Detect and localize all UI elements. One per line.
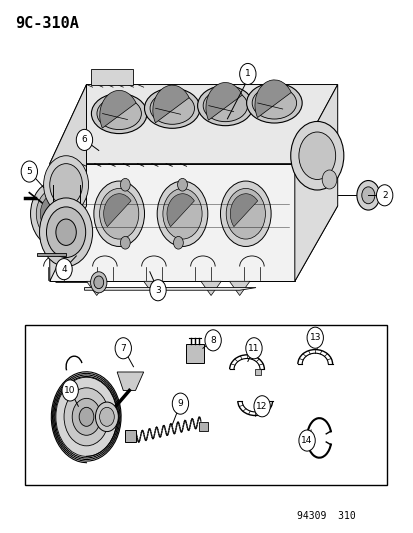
Circle shape: [50, 164, 82, 206]
Polygon shape: [50, 85, 337, 164]
Circle shape: [56, 219, 76, 245]
Polygon shape: [143, 281, 164, 295]
Polygon shape: [294, 85, 337, 281]
Text: 6: 6: [81, 135, 87, 144]
Circle shape: [56, 377, 117, 456]
Ellipse shape: [252, 87, 296, 119]
Circle shape: [94, 181, 144, 246]
Circle shape: [115, 338, 131, 359]
Circle shape: [375, 185, 392, 206]
Text: 2: 2: [381, 191, 387, 200]
Circle shape: [150, 280, 166, 301]
Circle shape: [100, 407, 114, 426]
Circle shape: [204, 330, 221, 351]
Polygon shape: [56, 214, 325, 282]
Wedge shape: [100, 91, 136, 128]
Polygon shape: [229, 281, 249, 295]
Circle shape: [245, 338, 261, 359]
Circle shape: [94, 276, 103, 289]
Text: 94309  310: 94309 310: [296, 511, 355, 521]
Circle shape: [290, 122, 343, 190]
Circle shape: [100, 189, 138, 239]
Circle shape: [298, 132, 335, 180]
Circle shape: [31, 181, 81, 246]
Bar: [125, 430, 135, 442]
Polygon shape: [84, 288, 255, 290]
Ellipse shape: [197, 86, 252, 126]
Circle shape: [162, 189, 202, 239]
Text: 4: 4: [61, 265, 66, 273]
Circle shape: [72, 398, 100, 435]
Bar: [198, 422, 207, 431]
Circle shape: [43, 156, 88, 214]
Circle shape: [172, 393, 188, 414]
Circle shape: [36, 189, 75, 239]
Text: 3: 3: [155, 286, 161, 295]
Text: 5: 5: [26, 167, 32, 176]
Circle shape: [40, 198, 93, 266]
Circle shape: [64, 388, 109, 446]
Text: 1: 1: [244, 69, 250, 78]
Ellipse shape: [150, 92, 194, 124]
Circle shape: [157, 181, 207, 246]
Circle shape: [90, 272, 107, 293]
Polygon shape: [117, 372, 143, 391]
Polygon shape: [38, 253, 66, 256]
Circle shape: [356, 181, 379, 210]
Wedge shape: [152, 85, 189, 123]
Circle shape: [95, 402, 118, 432]
Circle shape: [306, 327, 323, 348]
Circle shape: [361, 187, 374, 204]
Polygon shape: [90, 69, 133, 85]
Polygon shape: [50, 164, 294, 281]
Ellipse shape: [97, 98, 141, 130]
Circle shape: [79, 407, 94, 426]
Circle shape: [120, 237, 130, 249]
Wedge shape: [103, 193, 131, 227]
Circle shape: [239, 63, 255, 85]
Wedge shape: [230, 193, 257, 227]
Circle shape: [177, 179, 187, 191]
Polygon shape: [50, 85, 86, 281]
Wedge shape: [254, 80, 290, 118]
Circle shape: [56, 259, 72, 280]
Circle shape: [76, 130, 93, 150]
Text: 12: 12: [256, 402, 267, 411]
Wedge shape: [40, 193, 68, 227]
Ellipse shape: [91, 93, 147, 134]
Bar: [25, 325, 386, 486]
Text: 7: 7: [120, 344, 126, 353]
FancyBboxPatch shape: [185, 344, 203, 363]
Ellipse shape: [203, 90, 247, 122]
Wedge shape: [166, 193, 194, 227]
Bar: [254, 369, 260, 375]
Wedge shape: [205, 83, 242, 120]
Circle shape: [75, 237, 85, 249]
Text: 8: 8: [210, 336, 216, 345]
Ellipse shape: [144, 88, 199, 128]
Circle shape: [253, 395, 270, 417]
Polygon shape: [86, 281, 107, 295]
Circle shape: [225, 189, 265, 239]
Text: 13: 13: [309, 333, 320, 342]
Circle shape: [21, 161, 38, 182]
Circle shape: [220, 181, 271, 246]
Circle shape: [298, 430, 314, 451]
Text: 11: 11: [248, 344, 259, 353]
Text: 14: 14: [301, 436, 312, 445]
Polygon shape: [50, 206, 337, 281]
Circle shape: [62, 380, 78, 401]
Circle shape: [173, 237, 183, 249]
Circle shape: [46, 207, 85, 257]
Ellipse shape: [246, 83, 301, 123]
Polygon shape: [200, 281, 221, 295]
Text: 9: 9: [177, 399, 183, 408]
Circle shape: [75, 179, 85, 191]
Circle shape: [321, 170, 336, 189]
Text: 9C-310A: 9C-310A: [15, 16, 79, 31]
Text: 10: 10: [64, 386, 76, 395]
Circle shape: [120, 179, 130, 191]
